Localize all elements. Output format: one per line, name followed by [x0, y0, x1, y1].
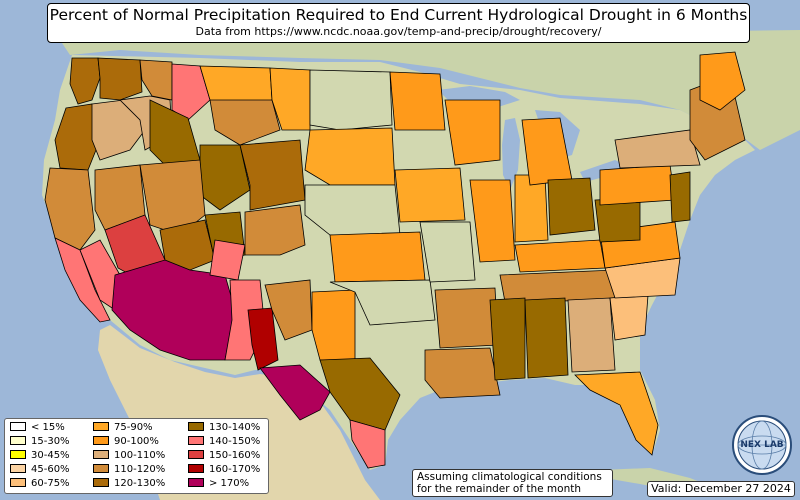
legend-swatch [93, 422, 109, 431]
legend-label: 150-160% [209, 450, 261, 461]
region-nd [309, 69, 393, 131]
legend-label: 130-140% [209, 422, 261, 433]
legend-swatch [10, 436, 26, 445]
map-subtitle: Data from https://www.ncdc.noaa.gov/temp… [195, 25, 602, 38]
legend-label: 30-45% [31, 450, 70, 461]
legend-swatch [188, 422, 204, 431]
legend-swatch [93, 464, 109, 473]
legend-label: 90-100% [114, 436, 159, 447]
legend-item: 100-110% [93, 450, 165, 462]
region-tx-south [349, 419, 386, 469]
legend-label: 140-150% [209, 436, 261, 447]
legend-item: 130-140% [188, 422, 260, 434]
legend-swatch [188, 464, 204, 473]
region-sc [609, 294, 649, 341]
nexlab-globe-logo-icon: NEX LAB [732, 415, 792, 475]
region-tx-west [259, 364, 331, 421]
region-tx-panhandle [311, 289, 356, 361]
legend-item: 160-170% [188, 464, 260, 476]
region-mo [419, 221, 476, 283]
region-ky [514, 239, 606, 273]
legend-swatch [10, 464, 26, 473]
region-mn [389, 71, 446, 131]
region-id-north [139, 59, 173, 101]
region-al [524, 297, 569, 379]
legend-item: 140-150% [188, 436, 260, 448]
legend-swatch [188, 450, 204, 459]
region-la [424, 347, 501, 399]
legend-item: > 170% [188, 478, 249, 490]
legend-item: 60-75% [10, 478, 70, 490]
legend-label: 120-130% [114, 478, 166, 489]
region-ny [614, 129, 701, 169]
region-wi [444, 99, 501, 166]
assumption-note-line2: for the remainder of the month [417, 483, 582, 495]
region-oh [547, 177, 596, 236]
legend-item: 15-30% [10, 436, 70, 448]
region-sd [304, 127, 396, 186]
legend-swatch [10, 422, 26, 431]
region-wa-east [97, 57, 143, 101]
region-mt-west [171, 63, 211, 121]
region-ok [329, 279, 436, 326]
region-nm-central [247, 307, 279, 371]
region-pa [599, 164, 676, 206]
region-il [469, 179, 516, 263]
region-ks [329, 231, 426, 283]
region-ut-south [159, 219, 216, 271]
region-co-east [244, 204, 306, 256]
legend-swatch [188, 478, 204, 487]
canada-landmass [60, 30, 800, 150]
legend-item: 150-160% [188, 450, 260, 462]
legend-swatch [10, 450, 26, 459]
legend-label: 15-30% [31, 436, 70, 447]
legend: < 15% 15-30% 30-45% 45-60% 60-75% 75-90% 90-10… [4, 418, 269, 494]
legend-label: 45-60% [31, 464, 70, 475]
legend-item: 30-45% [10, 450, 70, 462]
assumption-note: Assuming climatological conditions for t… [412, 469, 613, 497]
valid-date: Valid: December 27 2024 [647, 481, 795, 497]
lake-michigan [502, 118, 520, 190]
region-mid-atlantic [669, 171, 691, 223]
map-title: Percent of Normal Precipitation Required… [49, 6, 748, 24]
legend-item: 45-60% [10, 464, 70, 476]
baja-peninsula [98, 330, 150, 440]
region-mt-east [269, 67, 311, 131]
legend-label: 75-90% [114, 422, 153, 433]
legend-label: 100-110% [114, 450, 166, 461]
region-ga [567, 297, 616, 373]
legend-item: 90-100% [93, 436, 159, 448]
region-tn [499, 269, 616, 303]
region-maine [699, 51, 746, 111]
region-nm-east [264, 279, 313, 341]
legend-swatch [93, 436, 109, 445]
assumption-note-line1: Assuming climatological conditions [417, 471, 602, 483]
region-fl [574, 371, 659, 456]
legend-label: 110-120% [114, 464, 166, 475]
legend-item: < 15% [10, 422, 65, 434]
legend-item: 120-130% [93, 478, 165, 490]
logo-text: NEX LAB [740, 440, 783, 450]
region-ar [434, 287, 499, 349]
legend-item: 75-90% [93, 422, 153, 434]
title-box: Percent of Normal Precipitation Required… [47, 3, 750, 43]
region-wy-east [239, 139, 306, 211]
region-ia [394, 167, 466, 223]
region-mt-south [209, 99, 281, 146]
legend-label: 160-170% [209, 464, 261, 475]
legend-swatch [93, 478, 109, 487]
legend-label: < 15% [31, 422, 65, 433]
region-ms [489, 297, 526, 381]
legend-swatch [10, 478, 26, 487]
legend-item: 110-120% [93, 464, 165, 476]
legend-swatch [93, 450, 109, 459]
legend-label: > 170% [209, 478, 250, 489]
legend-swatch [188, 436, 204, 445]
legend-label: 60-75% [31, 478, 70, 489]
